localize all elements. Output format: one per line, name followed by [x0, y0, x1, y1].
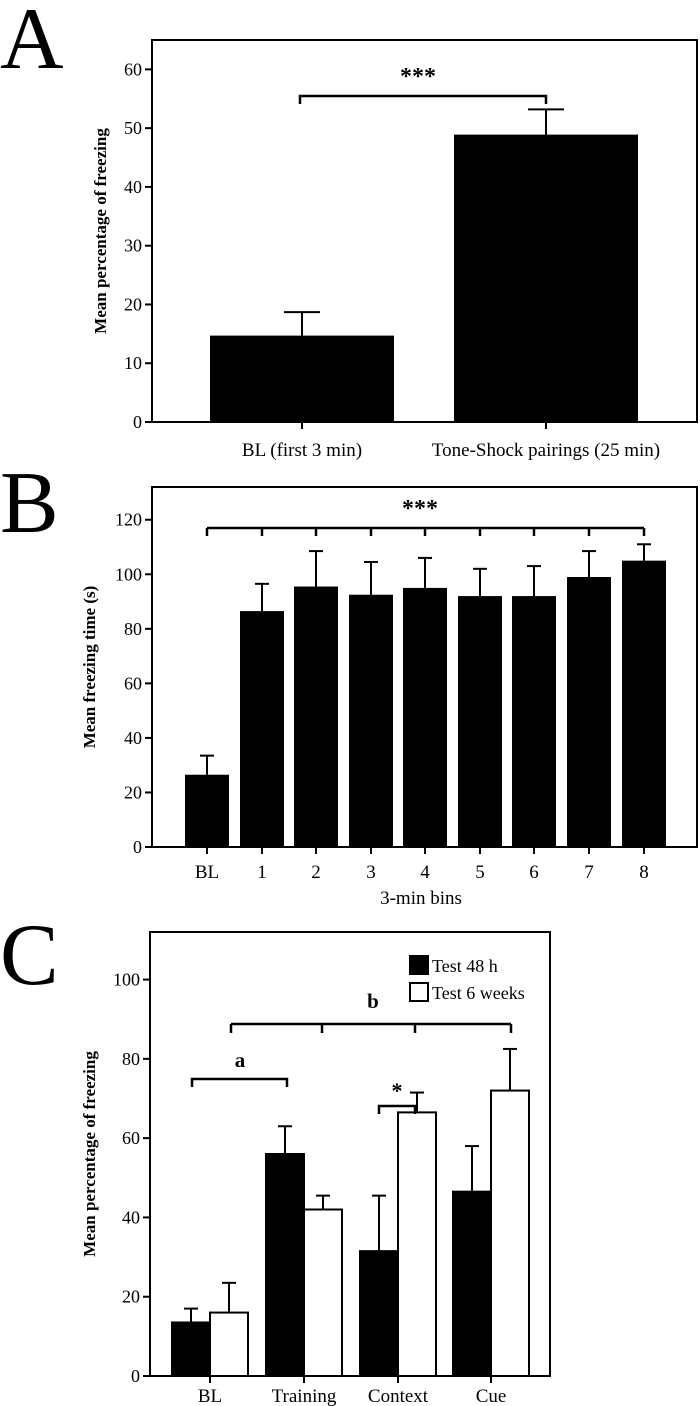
significance-label-star: * — [392, 1078, 403, 1103]
y-tick-label: 20 — [122, 1287, 140, 1307]
y-axis-label: Mean percentage of freezing — [91, 128, 110, 334]
panel-letter-c: C — [0, 907, 59, 1004]
x-tick-label: Tone-Shock pairings (25 min) — [432, 440, 660, 461]
y-tick-label: 10 — [124, 353, 142, 373]
bar — [359, 1250, 399, 1377]
significance-label: *** — [402, 496, 438, 522]
bar — [349, 594, 393, 847]
x-tick-label: Training — [272, 1386, 337, 1406]
x-tick-label: 5 — [475, 862, 485, 883]
y-tick-label: 80 — [124, 619, 142, 639]
x-axis-label: 3-min bins — [380, 888, 462, 909]
bar — [303, 1208, 343, 1377]
bar — [294, 586, 338, 847]
legend-swatch — [409, 955, 429, 975]
y-tick-label: 100 — [113, 970, 140, 990]
plot-frame — [149, 931, 551, 1377]
bar — [397, 1111, 437, 1377]
legend-label: Test 6 weeks — [432, 983, 525, 1003]
bar — [567, 577, 611, 847]
x-tick-label: 3 — [366, 862, 376, 883]
bar — [240, 611, 284, 847]
x-tick-label: 7 — [584, 862, 594, 883]
x-tick-label: BL (first 3 min) — [242, 440, 362, 461]
y-tick-label: 40 — [124, 177, 142, 197]
x-tick-label: Cue — [476, 1386, 507, 1406]
y-axis-label: Mean freezing time (s) — [80, 586, 99, 749]
y-tick-label: 40 — [124, 728, 142, 748]
bar — [490, 1089, 530, 1377]
y-tick-label: 60 — [122, 1128, 140, 1148]
bar — [265, 1153, 305, 1377]
bar — [452, 1190, 492, 1378]
bar — [209, 1311, 249, 1377]
y-tick-label: 50 — [124, 118, 142, 138]
significance-bracket-a — [190, 1077, 289, 1087]
y-tick-label: 0 — [133, 412, 142, 432]
panel-letter-b: B — [0, 455, 59, 552]
y-axis-label: Mean percentage of freezing — [80, 1051, 99, 1257]
legend-label: Test 48 h — [432, 956, 498, 976]
significance-bracket — [298, 94, 548, 104]
bar — [458, 596, 502, 847]
y-tick-label: 60 — [124, 673, 142, 693]
x-tick-label: Context — [368, 1386, 429, 1406]
bar — [171, 1321, 211, 1378]
y-tick-label: 80 — [122, 1049, 140, 1069]
y-tick-label: 20 — [124, 294, 142, 314]
y-tick-label: 100 — [115, 564, 142, 584]
x-tick-label: 1 — [257, 862, 267, 883]
x-tick-label: BL — [198, 1386, 222, 1406]
y-tick-label: 0 — [131, 1366, 140, 1386]
panel-letter-a: A — [0, 0, 64, 88]
significance-label: *** — [400, 64, 436, 90]
x-tick-label: 4 — [420, 862, 430, 883]
x-tick-label: 6 — [529, 862, 539, 883]
chart-b: 0 20 40 60 80 100 120 Mean freezing time (s) BL 1… — [80, 486, 698, 909]
x-tick-label: 8 — [639, 862, 649, 883]
chart-c: 0 20 40 60 80 100 Mean percentage of freezing B… — [80, 931, 551, 1406]
legend-swatch — [409, 982, 429, 1002]
bar — [512, 596, 556, 847]
y-tick-label: 20 — [124, 782, 142, 802]
bar — [210, 335, 394, 422]
x-tick-label: 2 — [311, 862, 321, 883]
y-tick-label: 40 — [122, 1207, 140, 1227]
y-tick-label: 30 — [124, 236, 142, 256]
significance-label-b: b — [367, 989, 379, 1013]
significance-bracket-star — [377, 1104, 417, 1114]
plot-frame — [151, 39, 698, 423]
bar — [403, 587, 447, 847]
significance-label-a: a — [235, 1048, 246, 1072]
chart-a: 0 10 20 30 40 50 60 Mean percentage of freezing… — [91, 39, 698, 461]
bar — [185, 774, 229, 847]
bar — [454, 134, 638, 422]
y-tick-label: 0 — [133, 837, 142, 857]
bar — [622, 560, 666, 847]
y-tick-label: 60 — [124, 59, 142, 79]
y-tick-label: 120 — [115, 510, 142, 530]
x-tick-label: BL — [195, 862, 219, 883]
